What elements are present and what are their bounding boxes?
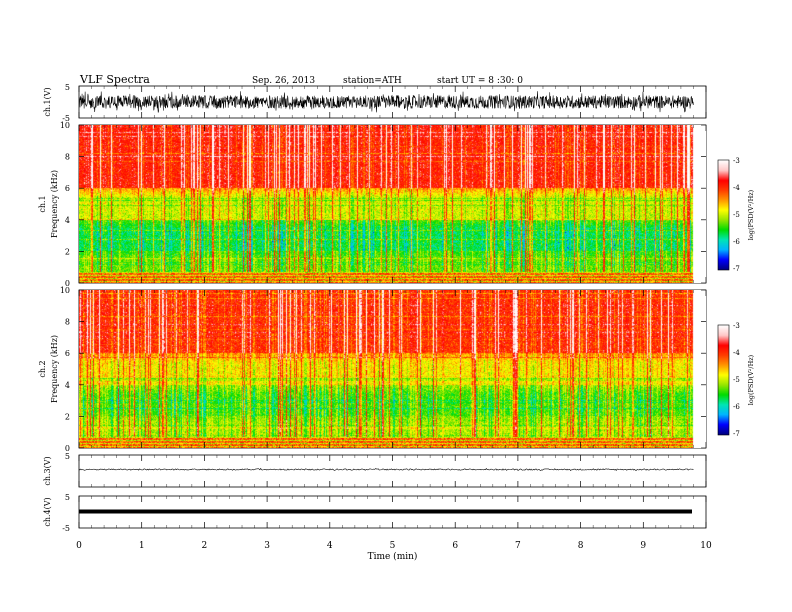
ch1-cbar-tick-m6: -6: [733, 238, 740, 246]
freq-tick-label: 0: [65, 279, 70, 288]
x-tick-label-4: 4: [327, 541, 333, 551]
freq-tick-label: 2: [65, 247, 70, 256]
ch1-spectrogram-panel: 0 2 4 6 8 10 ch.1 Frequency (kHz) -3 -4 -5 -6…: [38, 121, 755, 288]
ch2-spectrogram-heatmap: [79, 290, 706, 448]
ch2-cbar-tick-m7: -7: [733, 430, 740, 438]
freq-tick-label: 6: [65, 349, 70, 358]
date-label: Sep. 26, 2013: [252, 76, 315, 86]
freq-tick-label: 6: [65, 184, 70, 193]
ch2-spec-channel-label: ch.2: [38, 360, 47, 377]
x-tick-label-7: 7: [515, 541, 521, 551]
ch2-colorbar: [718, 325, 729, 435]
freq-tick-label: 0: [65, 444, 70, 453]
freq-tick-label: 4: [65, 381, 70, 390]
ch3-ytick-top: 5: [65, 452, 70, 461]
ch1-colorbar: [718, 160, 729, 270]
time-axis-ticks: [78, 86, 707, 528]
ch1-waveform-ylabel: ch.1(V): [43, 87, 52, 116]
ch1-cbar-tick-m5: -5: [733, 211, 740, 219]
ch1-cbar-label: log(PSD(V²/Hz): [747, 189, 755, 240]
ch1-cbar-tick-m3: -3: [733, 157, 740, 165]
ch3-waveform-ylabel: ch.3(V): [43, 456, 52, 485]
ch4-waveform-panel: 5 -5 ch.4(V): [43, 493, 707, 533]
x-tick-label-3: 3: [264, 541, 270, 551]
ch1-ytick-bottom: -5: [62, 114, 70, 123]
ch2-cbar-label: log(PSD(V²/Hz): [747, 354, 755, 405]
x-tick-label-9: 9: [640, 541, 646, 551]
freq-tick-label: 2: [65, 412, 70, 421]
x-tick-label-0: 0: [76, 541, 82, 551]
x-tick-label-8: 8: [578, 541, 584, 551]
ch2-spectrogram-panel: 0 2 4 6 8 10 ch.2 Frequency (kHz) -3 -4 -5 -6…: [38, 286, 755, 453]
freq-tick-label: 4: [65, 216, 70, 225]
ch2-cbar-tick-m6: -6: [733, 403, 740, 411]
x-tick-label-6: 6: [452, 541, 458, 551]
ch1-spec-ylabel: Frequency (kHz): [50, 170, 59, 238]
ch1-spec-yticks: 0 2 4 6 8 10: [60, 121, 706, 288]
ch1-waveform-line: [78, 91, 694, 113]
ch2-spec-ylabel: Frequency (kHz): [50, 335, 59, 403]
freq-tick-label: 8: [65, 318, 70, 327]
ch4-ytick-bottom: -5: [62, 524, 70, 533]
freq-tick-label: 10: [60, 121, 70, 130]
start-time-label: start UT = 8 :30: 0: [437, 76, 523, 86]
ch2-cbar-tick-m3: -3: [733, 322, 740, 330]
freq-tick-label: 10: [60, 286, 70, 295]
ch1-waveform-panel: 5 -5 ch.1(V): [43, 83, 707, 123]
ch2-cbar-tick-m4: -4: [733, 349, 740, 357]
ch4-ytick-top: 5: [65, 493, 70, 502]
ch4-waveform-ylabel: ch.4(V): [43, 497, 52, 526]
station-label: station=ATH: [343, 76, 402, 86]
ch1-ytick-top: 5: [65, 83, 70, 92]
ch3-waveform-panel: 5 ch.3(V): [43, 452, 707, 488]
ch2-spec-yticks: 0 2 4 6 8 10: [60, 286, 706, 453]
ch1-spec-channel-label: ch.1: [38, 195, 47, 212]
ch1-cbar-tick-m4: -4: [733, 184, 740, 192]
ch1-spectrogram-heatmap: [79, 125, 706, 283]
figure-title: VLF Spectra: [79, 73, 150, 86]
ch1-cbar-tick-m7: -7: [733, 265, 740, 273]
x-tick-label-10: 10: [700, 541, 712, 551]
ch2-cbar-tick-m5: -5: [733, 376, 740, 384]
time-axis-labels: 0 1 2 3 4 5 6 7 8 9 10: [76, 541, 712, 551]
x-axis-label: Time (min): [368, 551, 418, 562]
ch3-waveform-line: [78, 467, 694, 472]
x-tick-label-2: 2: [202, 541, 208, 551]
freq-tick-label: 8: [65, 153, 70, 162]
x-tick-label-5: 5: [390, 541, 396, 551]
x-tick-label-1: 1: [139, 541, 145, 551]
